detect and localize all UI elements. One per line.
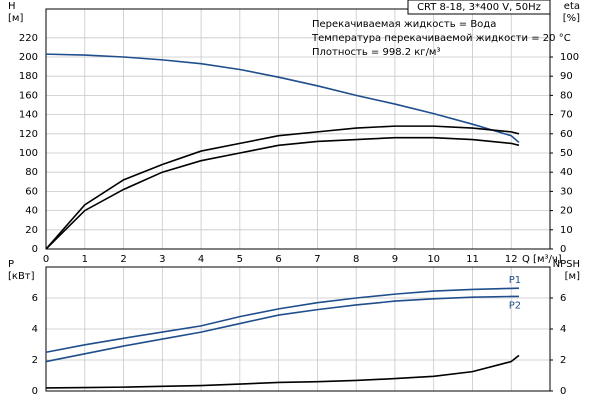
x-tick-label: 9 — [392, 254, 398, 265]
x-tick-label: 8 — [353, 254, 359, 265]
y-tick-label: 4 — [32, 324, 38, 335]
x-tick-label: 6 — [275, 254, 281, 265]
x-tick-label: 10 — [427, 254, 440, 265]
y2-tick-label: 6 — [560, 293, 566, 304]
x-tick-label: 5 — [237, 254, 243, 265]
series-label: P2 — [509, 300, 521, 311]
y-axis-unit: [кВт] — [8, 271, 35, 282]
y-tick-label: 0 — [32, 386, 38, 397]
series-label: P1 — [509, 275, 521, 286]
y-tick-label: 220 — [19, 33, 38, 44]
annotation: Перекачиваемая жидкость = Вода — [312, 19, 496, 30]
y-axis-label: P — [8, 259, 14, 270]
model-box — [407, 0, 551, 15]
y2-tick-label: 40 — [560, 167, 573, 178]
x-tick-label: 11 — [466, 254, 479, 265]
y2-tick-label: 0 — [560, 244, 566, 255]
y2-tick-label: 70 — [560, 110, 573, 121]
y-tick-label: 140 — [19, 110, 38, 121]
y2-axis-unit: [м] — [565, 271, 580, 282]
x-tick-label: 2 — [120, 254, 126, 265]
y-tick-label: 200 — [19, 52, 38, 63]
y2-tick-label: 10 — [560, 225, 573, 236]
x-axis-label: Q [м³/ч] — [522, 254, 562, 265]
y-tick-label: 2 — [32, 355, 38, 366]
x-tick-label: 12 — [505, 254, 518, 265]
y2-tick-label: 30 — [560, 186, 573, 197]
y2-tick-label: 4 — [560, 324, 566, 335]
y-tick-label: 60 — [25, 186, 38, 197]
y2-tick-label: 50 — [560, 148, 573, 159]
y-tick-label: 40 — [25, 206, 38, 217]
annotation: Температура перекачиваемой жидкости = 20… — [311, 33, 571, 44]
curve — [45, 125, 520, 250]
y2-tick-label: 60 — [560, 129, 573, 140]
x-tick-label: 1 — [82, 254, 88, 265]
y-axis-label: H — [8, 1, 16, 12]
curve — [45, 136, 520, 250]
x-tick-label: 0 — [43, 254, 49, 265]
y2-tick-label: 90 — [560, 71, 573, 82]
y-tick-label: 80 — [25, 167, 38, 178]
y2-tick-label: 2 — [560, 355, 566, 366]
y2-tick-label: 100 — [560, 52, 579, 63]
y2-axis-label: eta — [564, 1, 580, 12]
x-tick-label: 3 — [159, 254, 165, 265]
y-tick-label: 120 — [19, 129, 38, 140]
x-tick-label: 7 — [314, 254, 320, 265]
y-tick-label: 160 — [19, 90, 38, 101]
x-tick-label: 4 — [198, 254, 204, 265]
curve — [45, 354, 520, 389]
curve — [45, 53, 520, 144]
annotation: Плотность = 998.2 кг/м³ — [312, 47, 441, 58]
y-tick-label: 180 — [19, 71, 38, 82]
model-label: CRT 8-18, 3*400 V, 50Hz — [417, 2, 541, 13]
y-axis-unit: [м] — [8, 13, 23, 24]
y2-tick-label: 80 — [560, 90, 573, 101]
y-tick-label: 100 — [19, 148, 38, 159]
y2-tick-label: 0 — [560, 386, 566, 397]
y-tick-label: 0 — [32, 244, 38, 255]
y2-tick-label: 20 — [560, 206, 573, 217]
y-tick-label: 20 — [25, 225, 38, 236]
y2-axis-label: NPSH — [553, 259, 580, 270]
curve — [45, 287, 520, 354]
curve — [45, 295, 519, 363]
plot-frame — [45, 266, 551, 392]
plot-frame — [45, 8, 551, 250]
y-tick-label: 6 — [32, 293, 38, 304]
y2-axis-unit: [%] — [563, 13, 580, 24]
